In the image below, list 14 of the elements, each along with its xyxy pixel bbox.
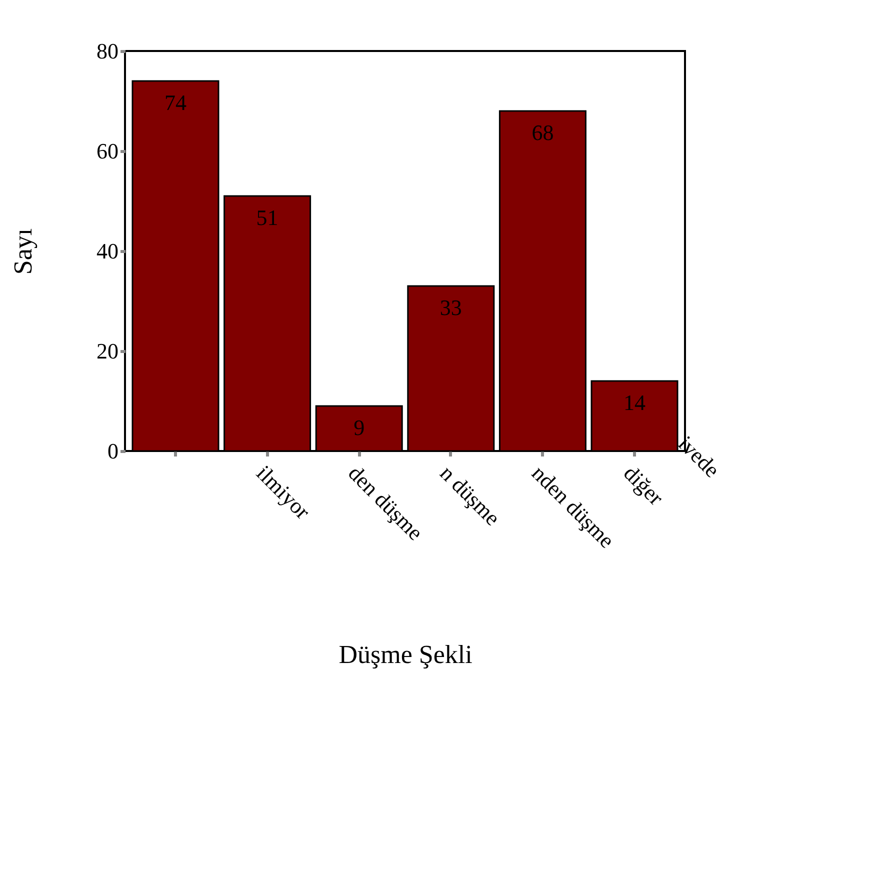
y-tick-label: 40 (96, 238, 118, 264)
y-tick-label: 20 (96, 338, 118, 364)
x-tick-label: diğer (618, 460, 670, 510)
data-label: 68 (532, 120, 554, 145)
y-tick-label: 60 (96, 138, 118, 164)
data-label: 74 (164, 90, 186, 115)
x-axis-title: Düşme Şekli (338, 640, 472, 670)
data-label: 9 (354, 415, 365, 440)
data-label: 33 (440, 295, 462, 320)
y-tick-label: 80 (96, 38, 118, 64)
y-axis-title: Sayı (8, 228, 38, 275)
y-tick-label: 0 (108, 438, 118, 464)
data-label: 14 (624, 390, 646, 415)
data-label: 51 (256, 205, 278, 230)
